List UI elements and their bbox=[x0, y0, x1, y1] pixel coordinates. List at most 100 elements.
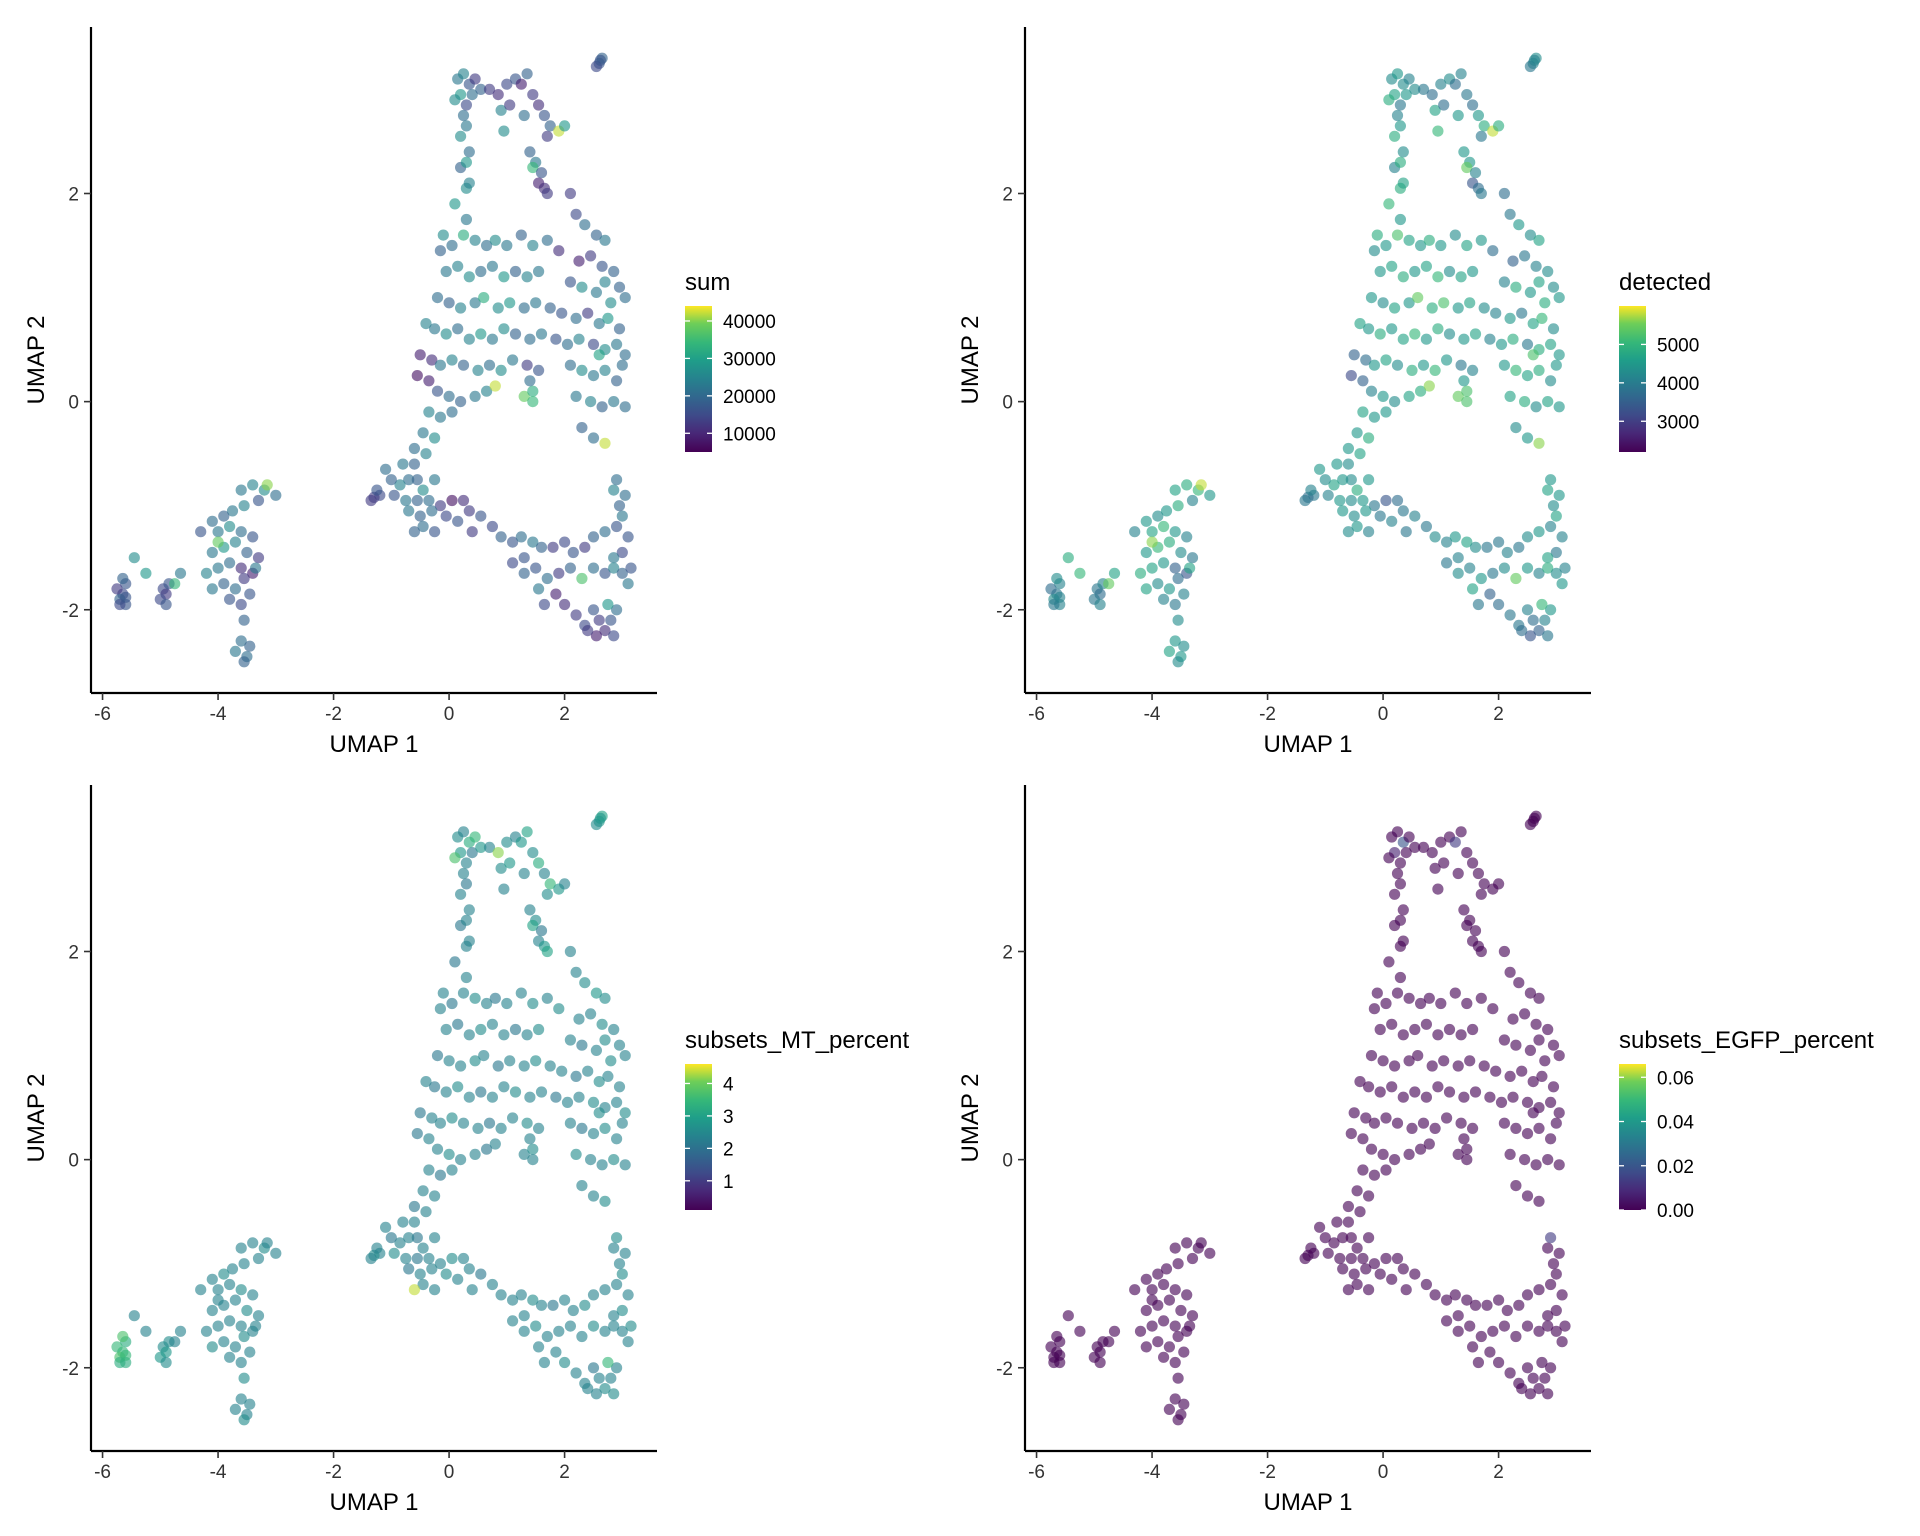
data-point bbox=[1556, 578, 1568, 590]
data-point bbox=[564, 562, 577, 574]
data-point bbox=[544, 1060, 556, 1072]
data-point bbox=[371, 1242, 383, 1254]
data-point bbox=[429, 323, 441, 335]
data-point bbox=[1533, 234, 1545, 246]
data-point bbox=[235, 1284, 247, 1296]
data-point bbox=[599, 625, 611, 637]
data-point bbox=[1504, 1148, 1516, 1160]
data-point bbox=[414, 510, 426, 522]
data-point bbox=[1467, 1023, 1479, 1036]
data-point bbox=[218, 1268, 230, 1280]
data-point bbox=[1452, 109, 1464, 122]
data-point bbox=[1380, 997, 1392, 1010]
data-point bbox=[1354, 1206, 1366, 1218]
data-point bbox=[527, 239, 539, 252]
data-point bbox=[553, 1003, 565, 1015]
data-point bbox=[481, 385, 493, 397]
data-point bbox=[616, 1268, 628, 1280]
data-point bbox=[622, 531, 634, 543]
data-point bbox=[1524, 630, 1536, 642]
data-point bbox=[403, 474, 415, 486]
data-point bbox=[611, 1096, 623, 1108]
data-point bbox=[1553, 1247, 1565, 1259]
data-point bbox=[1533, 1284, 1545, 1296]
data-point bbox=[1510, 1122, 1522, 1134]
data-point bbox=[1441, 1112, 1453, 1124]
data-point bbox=[403, 1263, 415, 1275]
data-point bbox=[1314, 463, 1326, 475]
data-point bbox=[452, 323, 464, 335]
data-point bbox=[1519, 250, 1531, 262]
data-point bbox=[1429, 364, 1441, 376]
data-point bbox=[469, 1148, 481, 1160]
data-point bbox=[423, 1252, 435, 1265]
data-point bbox=[224, 557, 236, 569]
data-point bbox=[452, 515, 464, 527]
data-point bbox=[457, 359, 470, 371]
data-point bbox=[576, 1122, 588, 1134]
data-point bbox=[1140, 1273, 1152, 1285]
data-point bbox=[1140, 515, 1152, 527]
data-point bbox=[400, 1252, 412, 1265]
data-point bbox=[250, 1320, 262, 1332]
data-point bbox=[1184, 562, 1196, 574]
data-point bbox=[1449, 836, 1461, 848]
data-point bbox=[590, 229, 603, 241]
data-point bbox=[1158, 520, 1170, 533]
data-point bbox=[1533, 992, 1545, 1004]
data-point bbox=[1412, 292, 1424, 304]
data-point bbox=[1530, 401, 1542, 413]
data-point bbox=[1521, 1096, 1534, 1108]
data-point bbox=[1458, 375, 1470, 387]
data-point bbox=[1542, 552, 1554, 564]
data-point bbox=[426, 505, 438, 517]
data-point bbox=[1380, 354, 1392, 366]
data-point bbox=[1490, 307, 1502, 319]
data-point bbox=[431, 292, 444, 304]
data-point bbox=[452, 1273, 464, 1285]
data-point bbox=[460, 971, 472, 984]
data-point bbox=[530, 1320, 542, 1332]
data-point bbox=[483, 83, 496, 95]
data-point bbox=[1542, 484, 1554, 496]
data-point bbox=[1074, 1325, 1086, 1337]
data-point bbox=[1461, 1154, 1473, 1166]
data-point bbox=[1351, 1185, 1363, 1197]
data-point bbox=[463, 1091, 475, 1103]
data-point bbox=[440, 328, 452, 340]
data-point bbox=[1345, 1128, 1357, 1140]
data-point bbox=[599, 276, 611, 288]
data-point bbox=[469, 831, 481, 843]
data-point bbox=[1345, 370, 1357, 382]
data-point bbox=[429, 1190, 441, 1202]
data-point bbox=[1516, 625, 1528, 637]
data-point bbox=[472, 364, 484, 376]
data-point bbox=[1342, 1200, 1354, 1213]
colorbar bbox=[1619, 306, 1646, 452]
data-point bbox=[457, 987, 470, 999]
data-point bbox=[1169, 1356, 1181, 1369]
x-axis-title: UMAP 1 bbox=[1264, 1489, 1353, 1516]
data-point bbox=[469, 297, 481, 309]
data-point bbox=[1172, 1372, 1184, 1384]
data-point bbox=[1550, 567, 1562, 579]
data-point bbox=[573, 1091, 585, 1103]
data-point bbox=[599, 364, 611, 376]
data-point bbox=[1169, 1284, 1181, 1296]
data-point bbox=[1391, 229, 1404, 241]
data-point bbox=[1406, 1122, 1418, 1134]
data-point bbox=[521, 359, 533, 371]
data-point bbox=[224, 1315, 236, 1327]
data-point bbox=[426, 354, 438, 366]
x-ticks-1: -6 -4 -2 0 2 bbox=[94, 693, 570, 725]
data-point bbox=[1545, 520, 1557, 533]
data-point bbox=[506, 557, 519, 569]
data-point bbox=[1386, 515, 1398, 527]
data-point bbox=[1186, 552, 1199, 564]
data-point bbox=[498, 323, 510, 335]
x-tick-label: -4 bbox=[1144, 1462, 1161, 1483]
data-point bbox=[431, 1050, 444, 1062]
data-point bbox=[1140, 583, 1152, 595]
data-point bbox=[564, 359, 577, 371]
